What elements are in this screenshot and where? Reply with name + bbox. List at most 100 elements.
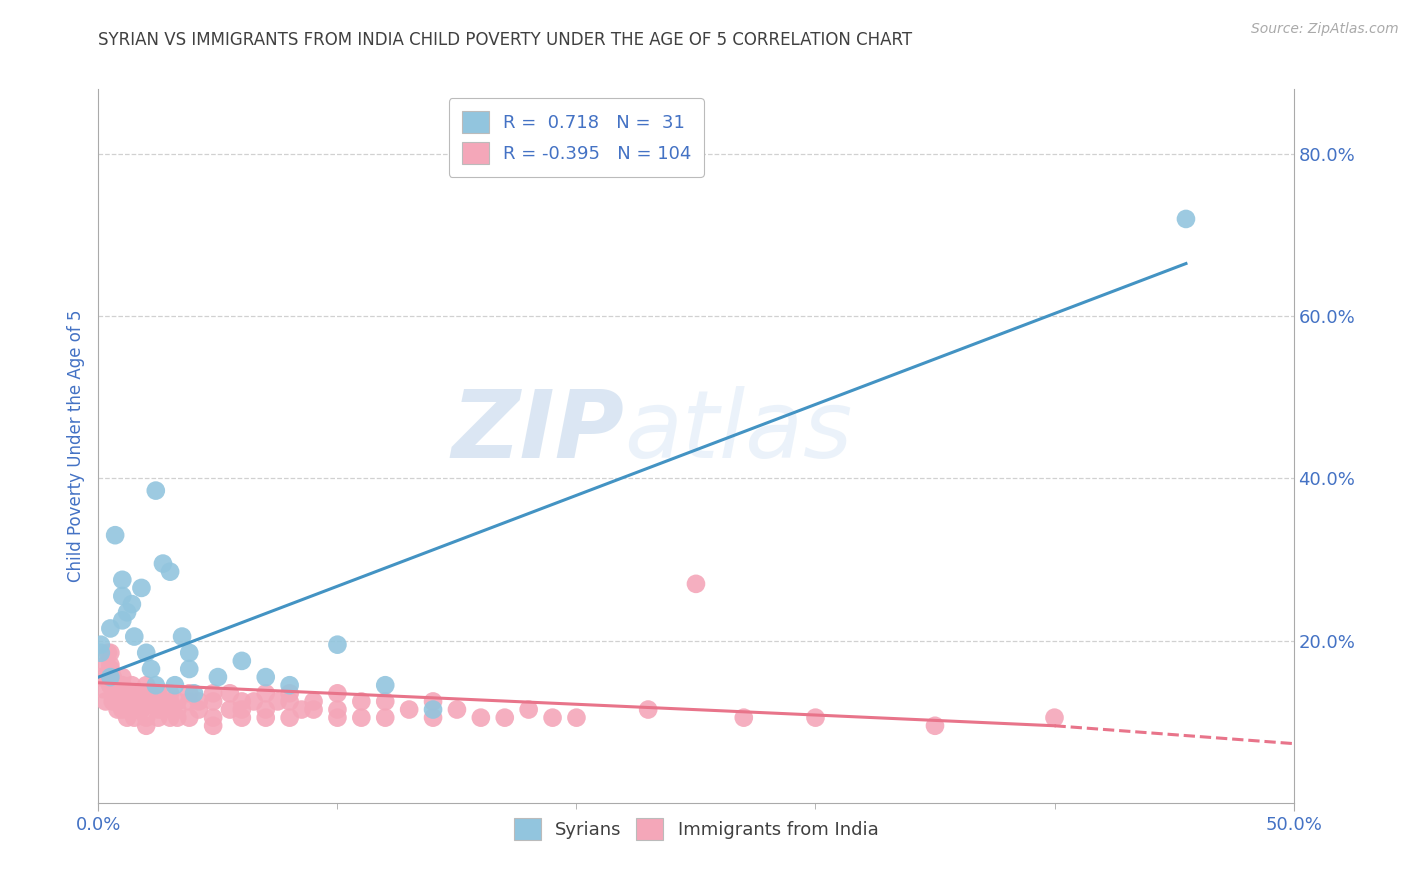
Point [1043,711,1066,725]
Point [101,694,124,708]
Point [101,670,124,684]
Point [135,646,157,660]
Point [97,670,120,684]
Point [148,711,170,725]
Point [470,711,492,725]
Point [187,694,209,708]
Point [104,528,127,542]
Point [302,694,325,708]
Point [111,589,134,603]
Text: Source: ZipAtlas.com: Source: ZipAtlas.com [1251,22,1399,37]
Point [374,678,396,692]
Point [125,702,148,716]
Point [398,702,420,716]
Point [231,702,253,716]
Y-axis label: Child Poverty Under the Age of 5: Child Poverty Under the Age of 5 [66,310,84,582]
Point [326,702,349,716]
Point [125,686,148,700]
Point [104,686,127,700]
Point [1175,211,1198,226]
Point [374,694,396,708]
Point [422,702,444,716]
Point [111,678,134,692]
Point [541,711,564,725]
Point [187,702,209,716]
Point [326,711,349,725]
Point [422,694,444,708]
Point [108,694,131,708]
Point [94,694,117,708]
Point [267,694,290,708]
Point [104,678,127,692]
Point [159,694,181,708]
Text: atlas: atlas [624,386,852,477]
Point [202,711,225,725]
Point [111,573,134,587]
Point [145,678,167,692]
Point [166,702,188,716]
Point [98,678,122,692]
Legend: Syrians, Immigrants from India: Syrians, Immigrants from India [506,811,886,847]
Point [135,686,157,700]
Point [219,702,242,716]
Point [148,686,170,700]
Point [98,662,122,676]
Point [118,686,141,700]
Point [152,702,174,716]
Point [422,711,444,725]
Point [98,657,122,672]
Point [98,622,122,636]
Point [202,694,225,708]
Point [135,678,157,692]
Point [278,711,301,725]
Point [685,577,707,591]
Point [202,719,225,733]
Point [145,483,167,498]
Point [108,686,131,700]
Point [90,670,112,684]
Point [131,581,153,595]
Point [94,657,117,672]
Point [98,678,122,692]
Point [166,694,188,708]
Point [107,694,129,708]
Point [115,690,138,705]
Point [91,682,114,697]
Point [90,638,112,652]
Point [159,711,181,725]
Point [152,694,174,708]
Point [278,694,301,708]
Point [733,711,755,725]
Point [159,686,181,700]
Point [202,686,225,700]
Point [135,711,157,725]
Point [90,646,112,660]
Text: SYRIAN VS IMMIGRANTS FROM INDIA CHILD POVERTY UNDER THE AGE OF 5 CORRELATION CHA: SYRIAN VS IMMIGRANTS FROM INDIA CHILD PO… [98,31,912,49]
Point [135,694,157,708]
Point [179,711,201,725]
Point [278,686,301,700]
Point [166,711,188,725]
Point [446,702,468,716]
Point [219,686,242,700]
Point [114,682,136,697]
Point [107,702,129,716]
Point [179,694,201,708]
Point [179,686,201,700]
Point [111,613,134,627]
Point [350,694,373,708]
Point [139,694,162,708]
Point [374,711,396,725]
Point [159,702,181,716]
Point [135,719,157,733]
Point [148,694,170,708]
Point [231,654,253,668]
Point [107,678,129,692]
Point [637,702,659,716]
Point [115,605,138,619]
Point [804,711,827,725]
Point [183,686,205,700]
Point [111,702,134,716]
Point [278,678,301,692]
Point [124,702,146,716]
